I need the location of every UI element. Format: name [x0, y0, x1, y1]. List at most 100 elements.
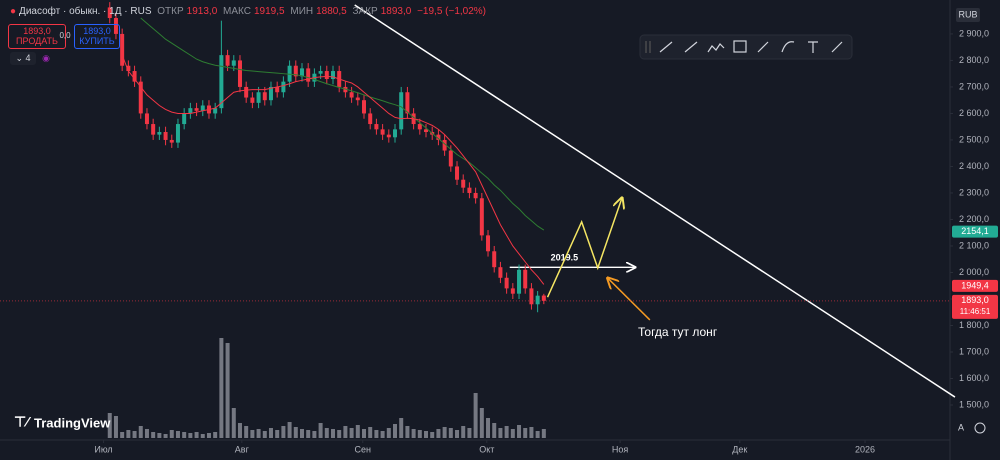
currency-box[interactable]	[956, 8, 980, 22]
projection-path	[546, 198, 622, 298]
y-tick-label: 2 100,0	[959, 240, 989, 250]
tool-curve[interactable]	[781, 41, 795, 53]
volume-bar	[237, 423, 242, 438]
volume-bar	[250, 430, 255, 438]
volume-bar	[374, 430, 379, 438]
y-tick-label: 2 600,0	[959, 108, 989, 118]
label: МАКС	[223, 6, 251, 17]
y-tick-label: 2 200,0	[959, 214, 989, 224]
volume-bar	[349, 428, 354, 438]
price-label-text: 1949,4	[961, 280, 989, 290]
volume-bar	[436, 429, 441, 438]
volume-bar	[386, 428, 391, 438]
y-tick-label: 1 500,0	[959, 399, 989, 409]
tool-text[interactable]	[808, 41, 818, 53]
x-tick-label: Ноя	[612, 444, 629, 454]
value: 1913,0	[186, 6, 218, 17]
level-label: 2019.5	[551, 253, 579, 263]
value: 1893,0	[380, 6, 412, 17]
volume-bar	[138, 426, 143, 438]
volume-bar	[498, 428, 503, 438]
volume-bar	[281, 426, 286, 438]
volume-bar	[467, 428, 472, 438]
annotation: Тогда тут лонг	[638, 325, 718, 339]
volume-bar	[157, 433, 162, 438]
volume-bar	[529, 427, 534, 438]
price-label-box	[952, 294, 998, 319]
volume-bar	[126, 430, 131, 438]
price-label: 2154,1	[952, 225, 998, 238]
volume-bar	[113, 416, 118, 438]
volume-bar	[324, 428, 329, 438]
symbol-icon: ●	[10, 6, 17, 17]
volume-bar	[411, 429, 416, 438]
volume-bar	[120, 432, 125, 438]
volume-bar	[175, 431, 180, 438]
tool-line[interactable]	[659, 41, 673, 53]
volume-bar	[275, 430, 280, 438]
volume-bar	[486, 418, 491, 438]
grip	[645, 41, 651, 53]
indicators-count: 4	[25, 53, 31, 63]
volume-bar	[144, 429, 149, 438]
currency[interactable]: RUB	[958, 9, 977, 19]
volume-bar	[268, 428, 273, 438]
volume-bar	[510, 429, 515, 438]
volume-bar	[306, 430, 311, 438]
value: 1880,5	[316, 6, 347, 17]
volume-bar	[337, 430, 342, 438]
volume-bar	[225, 343, 230, 438]
sell-button[interactable]: 1893,0 ПРОДАТЬ	[8, 24, 66, 49]
volume-bar	[219, 338, 224, 438]
volume-bar	[287, 422, 292, 438]
volume-bar	[535, 431, 540, 438]
symbol: Диасофт · обыкн. · 1Д · RUS	[19, 6, 152, 17]
sell-price: 1893,0	[23, 26, 51, 36]
price-label: 1949,4	[952, 279, 998, 292]
y-tick-label: 2 000,0	[959, 267, 989, 277]
volume-bar	[163, 434, 168, 438]
volume-bar	[492, 423, 497, 438]
volume-bar	[405, 426, 410, 438]
volume-bar	[430, 432, 435, 438]
volume-bar	[417, 430, 422, 438]
drawing-toolbar[interactable]	[639, 34, 853, 60]
volume-bar	[151, 432, 156, 438]
tool-rect[interactable]	[733, 40, 747, 53]
indicator-icon[interactable]: ◉	[42, 53, 50, 63]
y-tick-label: 2 300,0	[959, 187, 989, 197]
indicators-toggle[interactable]: ⌄ 4	[10, 52, 36, 65]
volume-bar	[455, 430, 460, 438]
label: ОТКР	[157, 6, 184, 17]
tool-ray[interactable]	[684, 41, 698, 53]
volume-bar	[362, 429, 367, 438]
y-tick-label: 2 900,0	[959, 28, 989, 38]
price-label-box	[952, 279, 998, 292]
price-label-text: 2154,1	[961, 226, 989, 236]
volume-bar	[517, 425, 522, 438]
x-tick-label: Дек	[732, 444, 747, 454]
volume-bar	[330, 429, 335, 438]
tool-measure[interactable]	[831, 41, 843, 53]
volume-bar	[256, 429, 261, 438]
volume-bar	[262, 431, 267, 438]
change: −19,5 (−1,02%)	[417, 6, 487, 17]
auto-scale[interactable]: A	[958, 422, 964, 432]
y-tick-label: 1 800,0	[959, 320, 989, 330]
buy-button[interactable]: 1893,0 КУПИТЬ	[74, 24, 120, 49]
volume-bar	[424, 431, 429, 438]
tool-pattern[interactable]	[707, 43, 725, 53]
x-tick-label: Авг	[235, 444, 250, 454]
volume-bar	[343, 426, 348, 438]
time-zone-button[interactable]	[974, 422, 986, 434]
pointer-arrow	[608, 278, 651, 321]
price-label-box	[952, 225, 998, 238]
volume-bar	[312, 431, 317, 438]
volume-bar	[541, 429, 546, 438]
volume-bar	[523, 428, 528, 438]
logo: TradingView	[34, 415, 111, 430]
countdown: 11:46:51	[960, 307, 991, 316]
tool-brush[interactable]	[757, 41, 769, 53]
